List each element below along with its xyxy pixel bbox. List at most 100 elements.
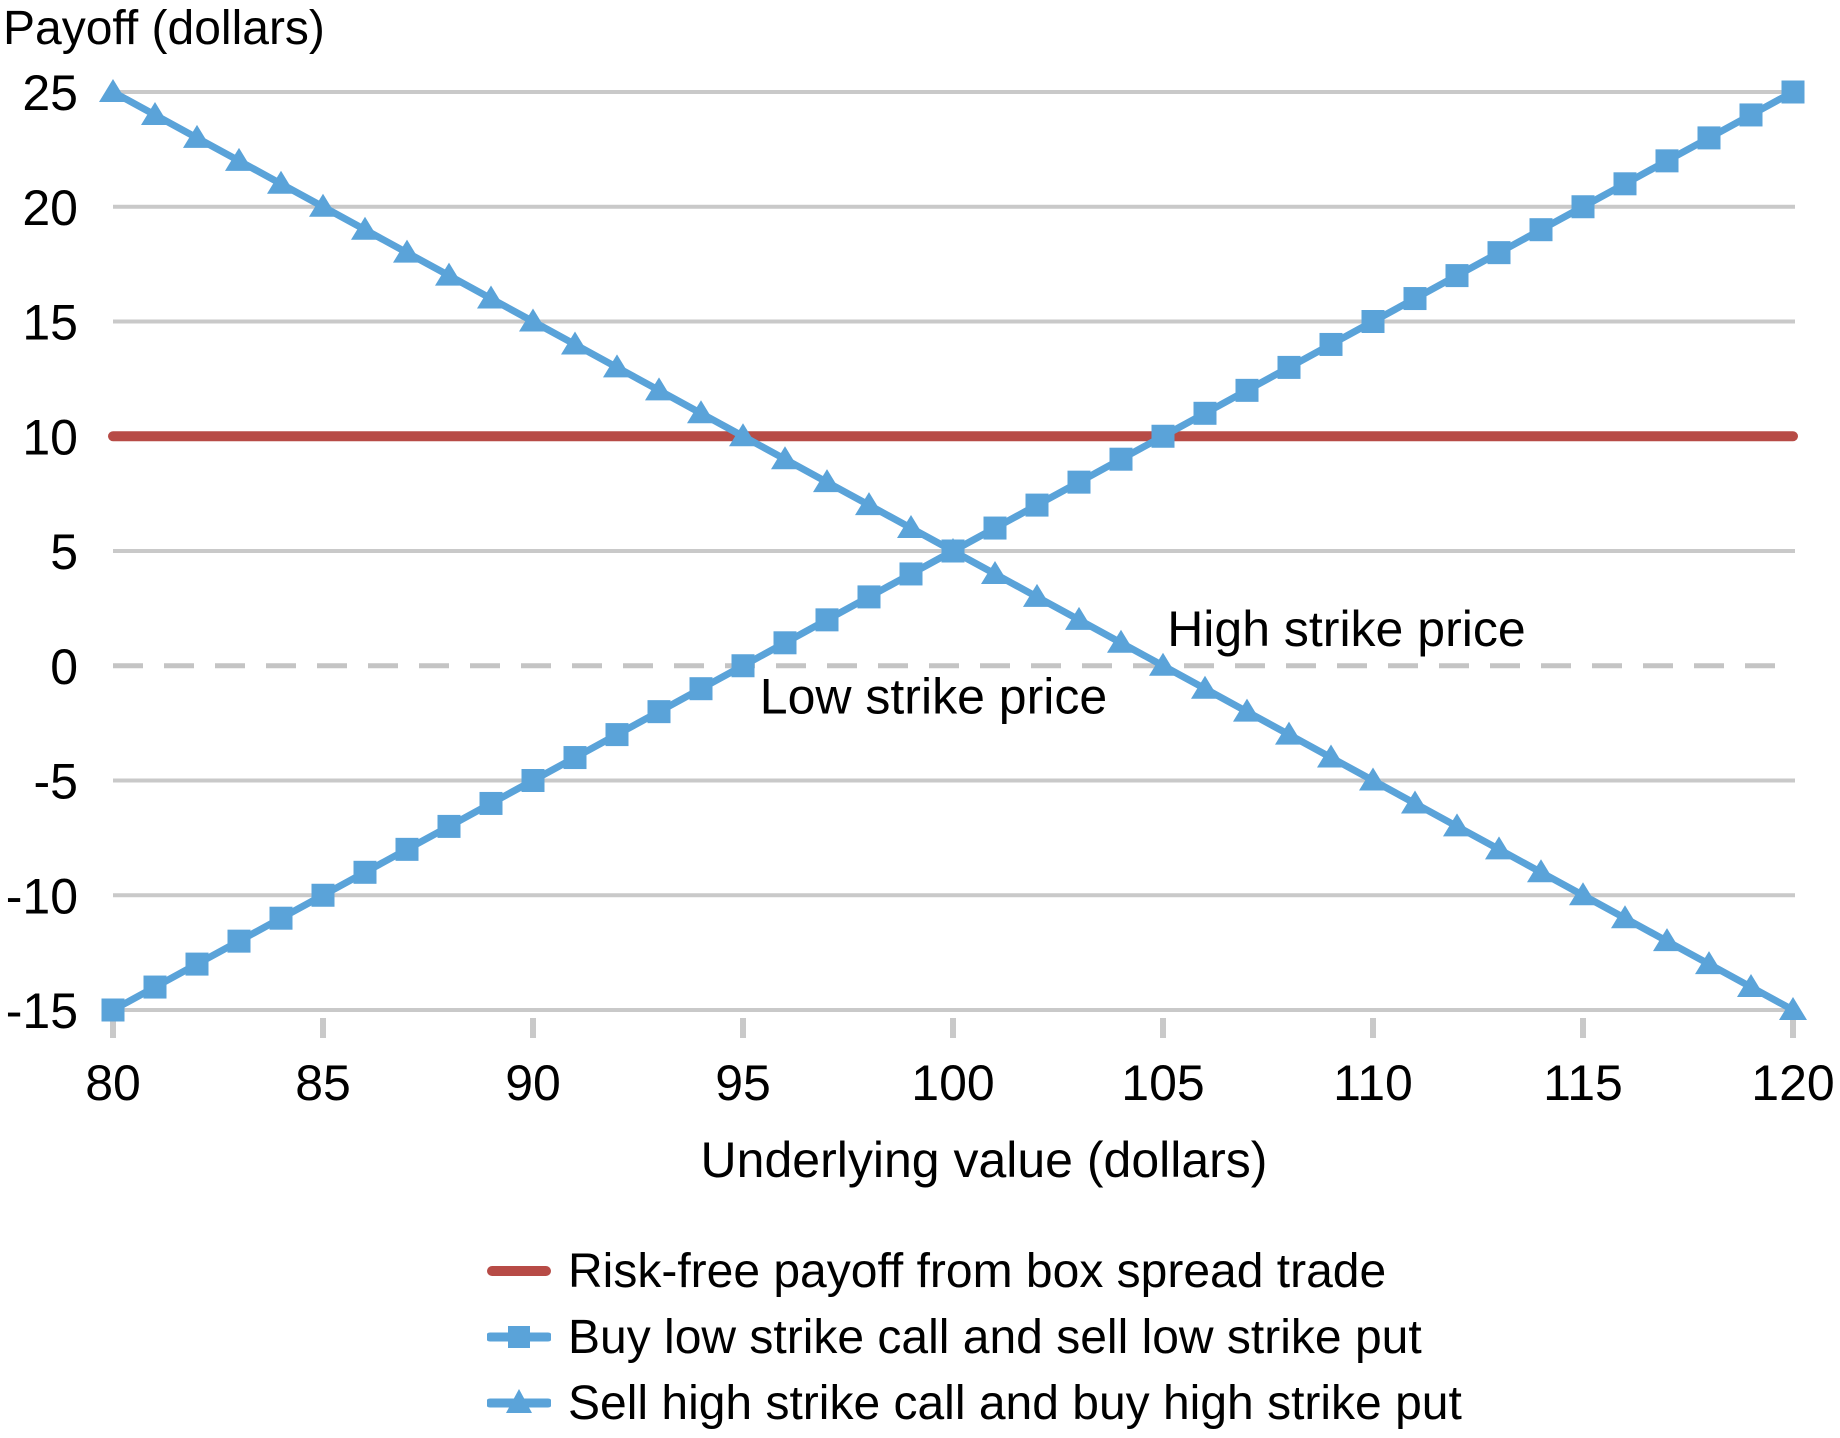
triangle-marker [225,147,253,171]
triangle-marker [1317,744,1345,768]
square-marker [1697,126,1721,150]
triangle-marker [687,400,715,424]
triangle-marker [1065,606,1093,630]
x-tick-label: 120 [1751,1055,1834,1111]
square-marker [1025,493,1049,517]
triangle-marker [1359,767,1387,791]
triangle-marker [1695,951,1723,975]
square-marker [1109,447,1133,471]
square-marker [773,631,797,655]
triangle-marker [1485,836,1513,860]
triangle-marker [1401,790,1429,814]
square-marker [1403,287,1427,311]
square-marker [1529,218,1553,242]
y-tick-label: 20 [22,180,78,236]
triangle-marker [183,124,211,148]
triangle-marker [939,538,967,561]
square-marker [1781,80,1805,104]
triangle-marker [981,560,1009,584]
square-marker [563,746,587,770]
square-marker [311,883,335,907]
square-marker [269,906,293,930]
legend-item-risk-free: Risk-free payoff from box spread trade [487,1238,1462,1304]
triangle-marker [1779,997,1807,1020]
triangle-marker [1191,675,1219,699]
square-marker [1571,195,1595,219]
square-marker [1235,378,1259,402]
x-tick-label: 95 [715,1055,771,1111]
plot-area: 80 85 90 95 100 105 110 115 120 -15 -10 -5 0 5 10 15 20 2… [6,65,1835,1111]
x-tick-label: 85 [295,1055,351,1111]
triangle-marker [771,446,799,470]
triangle-marker [1569,882,1597,906]
y-tick-label: -5 [34,754,78,810]
triangle-marker [99,79,127,102]
x-tick-label: 115 [1543,1055,1623,1111]
triangle-marker [561,331,589,355]
square-marker [1277,355,1301,379]
square-marker [185,952,209,976]
y-axis-title: Payoff (dollars) [3,2,325,55]
y-tick-label: -10 [6,868,78,924]
triangle-marker [141,101,169,125]
square-marker [395,837,419,861]
y-tick-label: 0 [50,639,78,695]
triangle-marker [603,354,631,378]
triangle-marker [1653,928,1681,952]
legend-item-buy-low: Buy low strike call and sell low strike … [487,1304,1462,1370]
red-line-swatch-icon [487,1266,551,1276]
y-tick-label: 15 [22,295,78,351]
triangle-marker [1107,629,1135,653]
square-marker [227,929,251,953]
x-tick-label: 80 [85,1055,141,1111]
square-marker [1151,424,1175,448]
square-marker [983,516,1007,540]
x-tick-label: 100 [911,1055,994,1111]
triangle-marker [897,515,925,539]
triangle-marker [1023,583,1051,607]
triangle-marker [309,193,337,217]
y-tick-label: 25 [22,65,78,121]
triangle-marker [813,469,841,493]
triangle-marker [1443,813,1471,837]
square-marker [857,585,881,609]
y-tick-label: 5 [50,524,78,580]
y-tick-label: -15 [6,983,78,1039]
square-marker [1487,241,1511,265]
y-tick-label: 10 [22,409,78,465]
legend: Risk-free payoff from box spread trade B… [487,1238,1462,1436]
square-marker [647,700,671,724]
square-marker [1361,310,1385,333]
square-marker [815,608,839,632]
triangle-marker [1233,698,1261,722]
x-tick-label: 110 [1333,1055,1413,1111]
triangle-marker [855,492,883,516]
annotation-low-strike-price: Low strike price [760,669,1107,725]
triangle-marker [1527,859,1555,883]
triangle-marker-swatch-icon [487,1389,551,1413]
square-marker [1193,401,1217,425]
square-marker [143,975,167,999]
square-marker [1613,172,1637,196]
square-marker [689,677,713,701]
square-marker [521,769,545,792]
square-marker [731,654,755,678]
legend-label-sell-high: Sell high strike call and buy high strik… [568,1376,1462,1430]
square-marker [1067,470,1091,494]
square-marker [605,723,629,747]
triangle-marker [1149,652,1177,676]
triangle-marker [477,285,505,309]
square-marker [899,562,923,586]
triangle-marker [729,423,757,447]
triangle-marker [267,170,295,194]
annotation-high-strike-price: High strike price [1167,601,1525,657]
square-marker [101,998,125,1022]
legend-item-sell-high: Sell high strike call and buy high strik… [487,1370,1462,1436]
triangle-marker [645,377,673,401]
square-marker-swatch-icon [487,1326,551,1348]
square-marker [437,814,461,838]
triangle-marker [1737,974,1765,998]
triangle-marker [1275,721,1303,745]
triangle-marker [1611,905,1639,929]
